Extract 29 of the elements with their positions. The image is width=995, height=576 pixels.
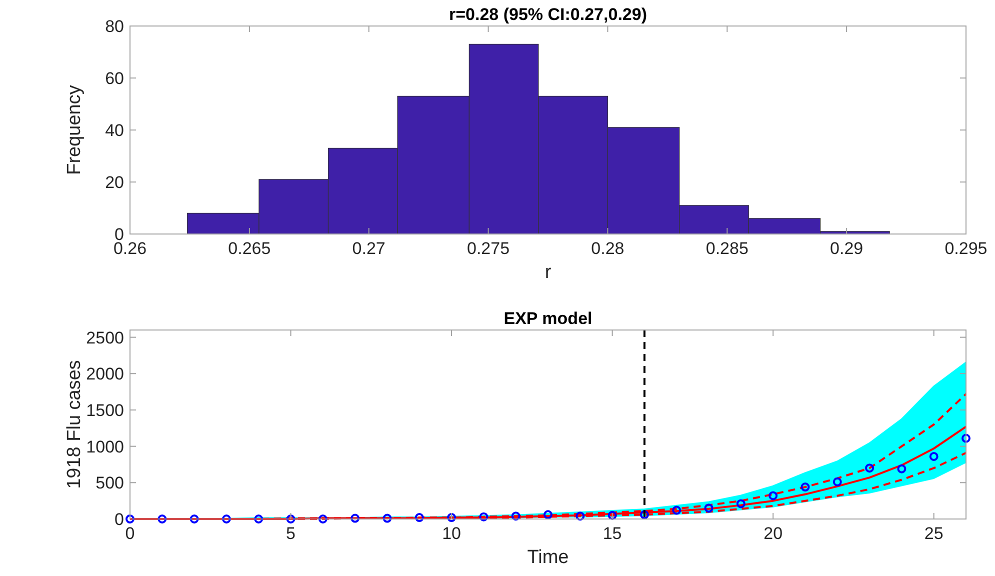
x-tick-label: 0.29 <box>830 239 864 258</box>
y-tick-label: 1000 <box>86 437 124 456</box>
y-tick-label: 1500 <box>86 400 124 420</box>
y-axis-title: 1918 Flu cases <box>64 360 85 489</box>
x-tick-label: 5 <box>286 524 296 543</box>
y-tick-label: 500 <box>96 474 124 493</box>
y-tick-label: 0 <box>114 510 124 529</box>
x-tick-label: 20 <box>764 524 783 543</box>
x-tick-label: 0.295 <box>944 239 988 258</box>
x-tick-label: 0.27 <box>352 239 386 258</box>
y-tick-label: 2000 <box>86 364 124 384</box>
x-axis-title: Time <box>527 547 569 568</box>
x-tick-label: 25 <box>924 524 944 543</box>
x-tick-label: 0.285 <box>706 239 748 258</box>
y-tick-label: 40 <box>105 121 124 140</box>
chart-title: EXP model <box>504 309 592 328</box>
x-tick-label: 15 <box>602 524 622 543</box>
y-tick-label: 20 <box>105 173 124 192</box>
x-tick-label: 0.265 <box>228 239 271 258</box>
chart-title: r=0.28 (95% CI:0.27,0.29) <box>449 5 647 24</box>
y-tick-label: 60 <box>105 69 124 88</box>
x-tick-label: 0.26 <box>113 239 147 258</box>
x-tick-label: 0.28 <box>591 239 624 258</box>
y-axis-title: Frequency <box>64 84 85 175</box>
y-tick-label: 80 <box>105 17 124 36</box>
x-axis-title: r <box>544 262 552 283</box>
x-tick-label: 0.275 <box>467 239 510 258</box>
y-tick-label: 2500 <box>86 328 124 348</box>
x-tick-label: 10 <box>442 524 461 543</box>
